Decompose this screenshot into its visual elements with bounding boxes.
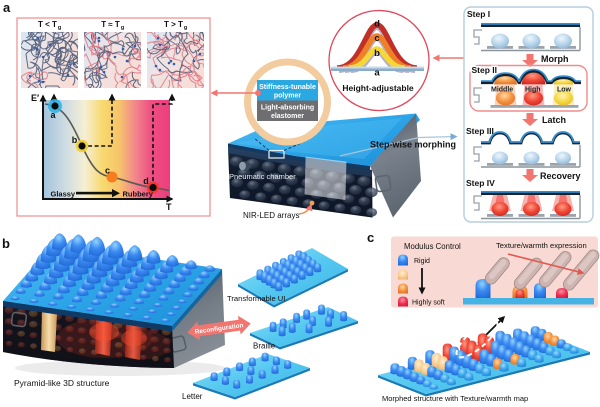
svg-text:Step I: Step I [467,9,490,19]
svg-text:b: b [72,135,78,145]
svg-text:elastomer: elastomer [271,113,304,120]
svg-text:Glassy: Glassy [51,190,76,199]
svg-text:Low: Low [557,86,572,93]
svg-text:a: a [50,110,56,120]
svg-text:Highly soft: Highly soft [412,300,445,307]
svg-text:Light-absorbing: Light-absorbing [261,105,314,112]
svg-text:NIR-LED arrays: NIR-LED arrays [243,211,299,220]
svg-text:g: g [184,25,187,31]
svg-text:T < T: T < T [38,20,57,29]
svg-text:T > T: T > T [164,20,183,29]
svg-text:c: c [367,230,374,245]
svg-text:d: d [374,19,380,30]
svg-text:Height-adjustable: Height-adjustable [342,83,414,93]
svg-text:d: d [143,176,149,186]
svg-text:Pyramid-like 3D structure: Pyramid-like 3D structure [14,378,110,388]
svg-text:Step III: Step III [466,126,494,136]
svg-text:c: c [105,166,110,176]
svg-text:g: g [121,25,124,31]
svg-text:Morph: Morph [541,54,569,64]
svg-text:a: a [374,68,380,79]
svg-text:Texture/warmth expression: Texture/warmth expression [496,241,587,250]
svg-text:Rubbery: Rubbery [123,190,154,199]
svg-text:g: g [58,25,61,31]
svg-text:E′: E′ [31,93,39,103]
svg-text:Step-wise morphing: Step-wise morphing [370,140,456,150]
svg-text:Modulus Control: Modulus Control [404,242,461,251]
svg-text:Stiffness-tunable: Stiffness-tunable [259,84,316,91]
svg-text:b: b [2,236,10,251]
svg-text:Step II: Step II [472,65,498,75]
svg-text:Step IV: Step IV [466,178,495,188]
svg-text:Letter: Letter [182,392,203,401]
svg-text:a: a [3,0,11,15]
svg-text:b: b [374,48,380,59]
svg-text:Braille: Braille [253,342,276,351]
svg-text:Middle: Middle [491,86,513,93]
svg-text:Rigid: Rigid [414,258,430,265]
svg-text:High: High [525,86,541,93]
svg-text:polymer: polymer [274,93,302,100]
svg-text:Latch: Latch [542,115,566,125]
svg-text:c: c [374,33,379,44]
svg-text:Transformable UI: Transformable UI [227,294,285,303]
svg-text:T: T [166,202,172,212]
svg-text:Recovery: Recovery [540,171,581,181]
svg-text:Morphed structure with Texture: Morphed structure with Texture/warmth ma… [382,394,528,403]
svg-text:T ≈ T: T ≈ T [101,20,120,29]
svg-text:Pneumatic chamber: Pneumatic chamber [229,172,296,181]
